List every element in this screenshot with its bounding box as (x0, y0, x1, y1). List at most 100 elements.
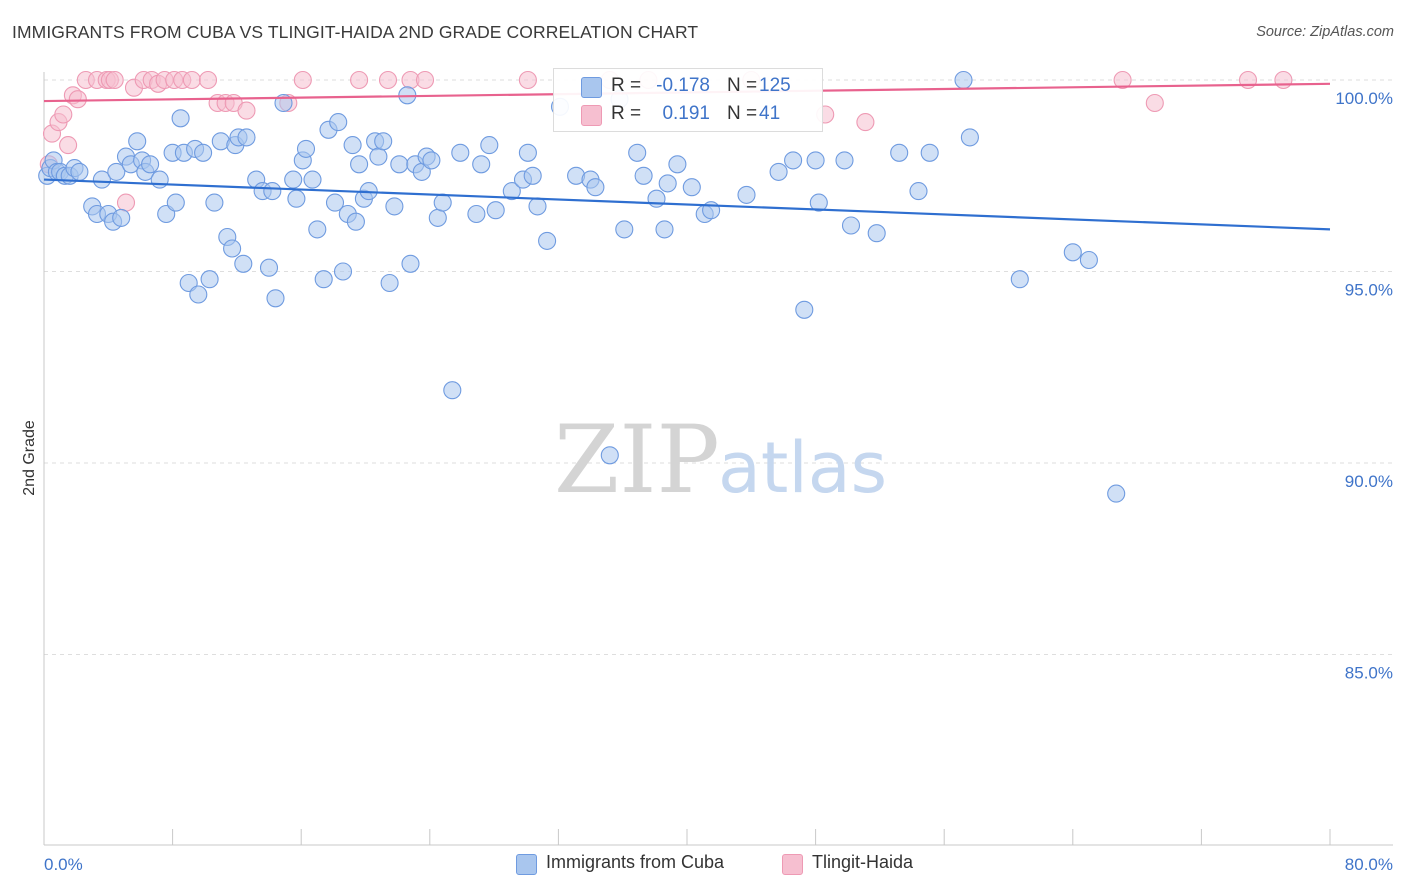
data-point-cuba (480, 136, 499, 155)
y-axis-tick-labels: 100.0% 95.0% 90.0% 85.0% (1335, 89, 1393, 683)
data-point-cuba (890, 143, 909, 162)
data-point-tlingit-haida (1113, 70, 1132, 90)
data-point-cuba (538, 231, 557, 250)
chart-title: IMMIGRANTS FROM CUBA VS TLINGIT-HAIDA 2N… (12, 22, 699, 42)
data-point-tlingit-haida (116, 193, 136, 212)
watermark-atlas: atlas (718, 427, 887, 509)
data-point-cuba (784, 151, 803, 170)
data-point-tlingit-haida (518, 70, 537, 90)
data-point-cuba (401, 254, 420, 273)
series-legend: Immigrants from Cuba Tlingit-Haida (0, 850, 1406, 880)
data-point-cuba (171, 109, 190, 128)
data-point-cuba (467, 204, 486, 224)
data-point-tlingit-haida (182, 70, 201, 90)
data-point-cuba (303, 170, 322, 189)
data-point-cuba (350, 155, 369, 174)
legend-swatch-tlingit (782, 854, 803, 875)
y-tick-label: 100.0% (1335, 89, 1393, 108)
data-point-cuba (920, 143, 939, 162)
data-point-cuba (523, 166, 542, 185)
data-point-cuba (259, 258, 279, 277)
data-point-cuba (346, 212, 365, 231)
data-point-cuba (284, 170, 303, 189)
source-label: Source: ZipAtlas.com (1256, 24, 1394, 40)
data-point-cuba (682, 178, 701, 197)
data-point-cuba (428, 208, 447, 227)
data-point-cuba (308, 220, 327, 239)
data-point-tlingit-haida (415, 70, 435, 90)
x-tick-label: 80.0% (1345, 855, 1393, 874)
data-point-cuba (314, 270, 333, 289)
data-point-cuba (200, 270, 219, 289)
data-point-cuba (333, 262, 353, 281)
data-point-cuba (166, 193, 185, 212)
data-point-cuba (841, 216, 861, 235)
data-point-tlingit-haida (378, 70, 398, 90)
data-point-cuba (634, 166, 653, 185)
x-axis-tick-labels: 0.0% 80.0% (44, 855, 1393, 874)
data-point-cuba (374, 132, 393, 151)
data-point-cuba (769, 162, 788, 181)
data-point-cuba (70, 162, 89, 181)
data-point-tlingit-haida (59, 136, 78, 155)
data-point-cuba (737, 185, 756, 204)
data-point-cuba (647, 189, 666, 208)
data-point-tlingit-haida (1145, 93, 1164, 113)
legend-row-tlingit: R = 0.191 N = 41 (554, 101, 822, 129)
data-point-tlingit-haida (54, 105, 73, 124)
legend-r-value-tlingit: 0.191 (662, 103, 710, 124)
data-point-cuba (433, 193, 452, 212)
data-point-cuba (329, 113, 348, 132)
data-point-cuba (586, 178, 605, 197)
data-point-cuba (806, 151, 825, 170)
data-point-cuba (486, 201, 505, 220)
data-point-cuba (296, 139, 316, 158)
data-point-cuba (528, 197, 547, 216)
zipatlas-watermark: ZIP atlas (554, 406, 887, 515)
data-point-cuba (380, 273, 399, 293)
data-point-cuba (655, 220, 674, 239)
y-axis-label: 2nd Grade (21, 420, 38, 496)
legend-r-label: R = (611, 103, 642, 124)
data-point-tlingit-haida (856, 113, 875, 132)
data-point-tlingit-haida (1274, 70, 1293, 90)
legend-label-cuba: Immigrants from Cuba (546, 852, 725, 872)
legend-label-tlingit: Tlingit-Haida (812, 852, 914, 872)
data-point-tlingit-haida (68, 90, 87, 109)
data-point-cuba (390, 155, 409, 174)
data-point-cuba (909, 182, 928, 201)
data-point-cuba (205, 193, 224, 212)
data-point-cuba (234, 254, 253, 273)
x-axis-ticks (43, 829, 1331, 845)
data-point-cuba (92, 170, 111, 189)
legend-swatch-tlingit (581, 105, 602, 126)
data-point-cuba (443, 381, 462, 400)
data-point-cuba (107, 162, 126, 181)
data-point-cuba (223, 239, 242, 258)
legend-n-value-tlingit: 41 (759, 103, 781, 124)
data-point-tlingit-haida (198, 70, 218, 90)
data-point-cuba (141, 155, 160, 174)
data-point-cuba (835, 151, 854, 170)
data-point-tlingit-haida (105, 70, 124, 90)
data-point-cuba (287, 189, 306, 208)
data-point-cuba (128, 132, 147, 151)
data-point-cuba (1063, 243, 1082, 262)
legend-row-cuba: R = -0.178 N = 125 (554, 73, 822, 101)
data-point-cuba (369, 147, 388, 166)
x-tick-label: 0.0% (44, 855, 83, 874)
data-point-cuba (668, 155, 687, 174)
legend-n-label: N = (727, 103, 758, 124)
data-point-tlingit-haida (293, 70, 312, 90)
data-point-cuba (615, 220, 634, 239)
y-tick-label: 95.0% (1345, 281, 1393, 300)
data-point-cuba (795, 300, 814, 319)
data-point-cuba (343, 136, 362, 155)
data-point-cuba (628, 143, 647, 162)
data-point-cuba (189, 285, 208, 304)
gridlines (44, 79, 1393, 655)
legend-swatch-cuba (581, 77, 602, 98)
y-tick-label: 85.0% (1345, 664, 1393, 683)
data-point-cuba (112, 208, 131, 227)
